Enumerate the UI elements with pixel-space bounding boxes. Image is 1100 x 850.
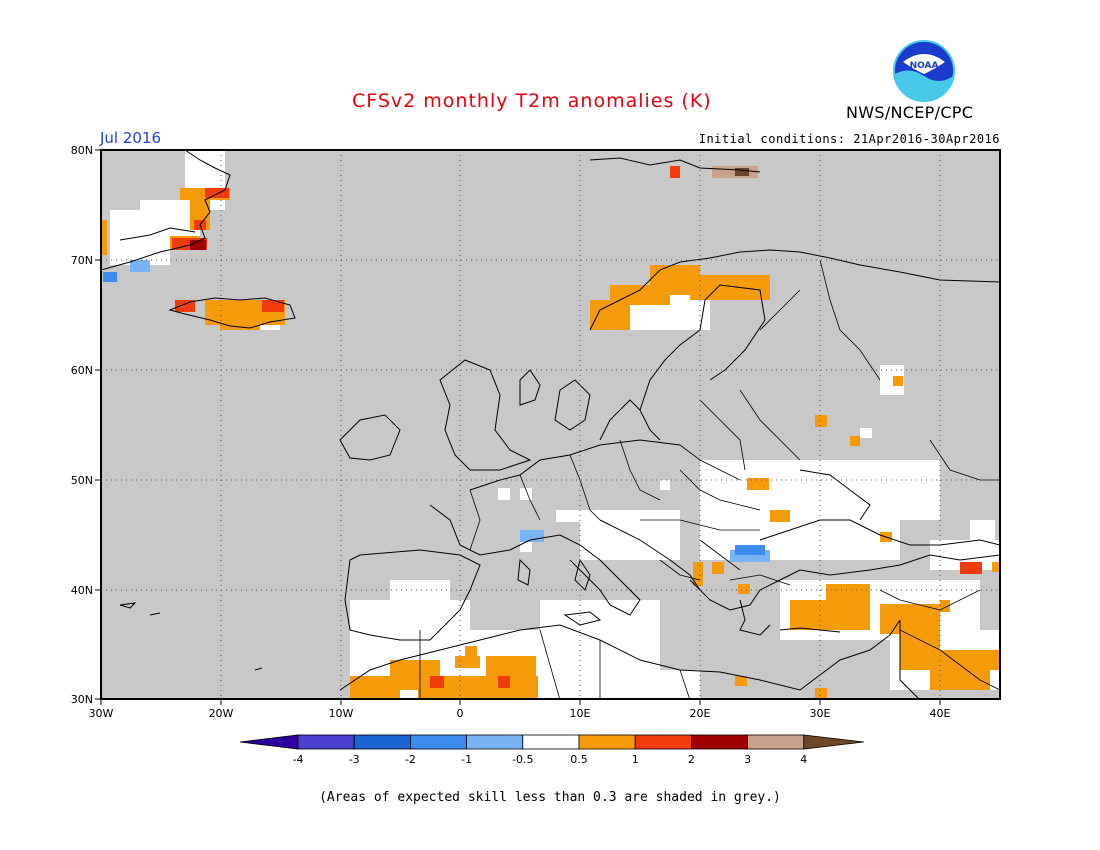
lat-label: 80N <box>71 144 93 157</box>
colorbar-segment <box>466 734 524 750</box>
colorbar-max-arrow <box>803 734 864 750</box>
anomaly-layer <box>101 150 1000 699</box>
colorbar-tick-label: -1 <box>461 753 472 766</box>
initial-conditions: Initial conditions: 21Apr2016-30Apr2016 <box>698 132 1000 146</box>
positive-anomaly-areas <box>101 188 1000 699</box>
colorbar-segment <box>578 734 636 750</box>
colorbar-segment <box>353 734 411 750</box>
lat-labels: 80N 70N 60N 50N 40N 30N <box>71 144 93 706</box>
lon-label: 10W <box>329 707 354 720</box>
skill-footnote: (Areas of expected skill less than 0.3 a… <box>319 790 781 805</box>
colorbar-segment <box>522 734 580 750</box>
extreme-positive-anomaly-areas <box>712 166 758 178</box>
colorbar-segment <box>297 734 355 750</box>
colorbar-tick-label: 3 <box>744 753 751 766</box>
colorbar-tick-label: -2 <box>405 753 416 766</box>
agency-label: NWS/NCEP/CPC <box>846 103 974 122</box>
colorbar-segment <box>409 734 467 750</box>
colorbar-tick-label: -3 <box>349 753 360 766</box>
map-background <box>101 150 1000 699</box>
lon-label: 40E <box>930 707 951 720</box>
weak-negative-anomaly-areas <box>130 260 770 562</box>
colorbar-tick-label: 4 <box>800 753 807 766</box>
lon-label: 10E <box>570 707 591 720</box>
lon-label: 0 <box>457 707 464 720</box>
lon-ticks <box>100 699 941 705</box>
colorbar-tick-label: 2 <box>688 753 695 766</box>
negative-anomaly-areas <box>103 272 765 555</box>
map-frame <box>100 149 1001 700</box>
lat-label: 60N <box>71 364 93 377</box>
colorbar-tick-label: -4 <box>293 753 304 766</box>
coastlines <box>101 150 1000 699</box>
colorbar-segment <box>634 734 692 750</box>
lat-label: 40N <box>71 584 93 597</box>
colorbar-tick-label: 1 <box>632 753 639 766</box>
extreme-positive-core <box>735 168 749 176</box>
colorbar-tick-label: -0.5 <box>512 753 533 766</box>
lat-label: 50N <box>71 474 93 487</box>
lon-label: 30W <box>89 707 114 720</box>
graticule <box>101 150 1000 699</box>
lon-label: 20E <box>690 707 711 720</box>
lat-ticks <box>95 149 101 700</box>
lat-label: 30N <box>71 693 93 706</box>
forecast-month: Jul 2016 <box>100 129 162 147</box>
colorbar-segment <box>691 734 749 750</box>
colorbar-segment <box>747 734 805 750</box>
colorbar-legend: -4 -3 -2 -1 -0.5 0.5 1 2 3 4 <box>239 734 864 766</box>
colorbar-min-arrow <box>239 734 299 750</box>
lon-label: 30E <box>810 707 831 720</box>
logo-text: NOAA <box>910 61 939 71</box>
very-strong-positive-anomaly-areas <box>190 240 206 250</box>
country-borders <box>419 259 1000 699</box>
map-title: CFSv2 monthly T2m anomalies (K) <box>352 90 712 112</box>
lon-label: 20W <box>209 707 234 720</box>
lat-label: 70N <box>71 254 93 267</box>
noaa-logo: NOAA <box>893 40 955 102</box>
lon-labels: 30W 20W 10W 0 10E 20E 30E 40E <box>89 707 951 720</box>
neutral-anomaly-areas <box>110 150 1000 699</box>
colorbar-tick-label: 0.5 <box>570 753 588 766</box>
strong-positive-anomaly-areas <box>172 166 982 688</box>
